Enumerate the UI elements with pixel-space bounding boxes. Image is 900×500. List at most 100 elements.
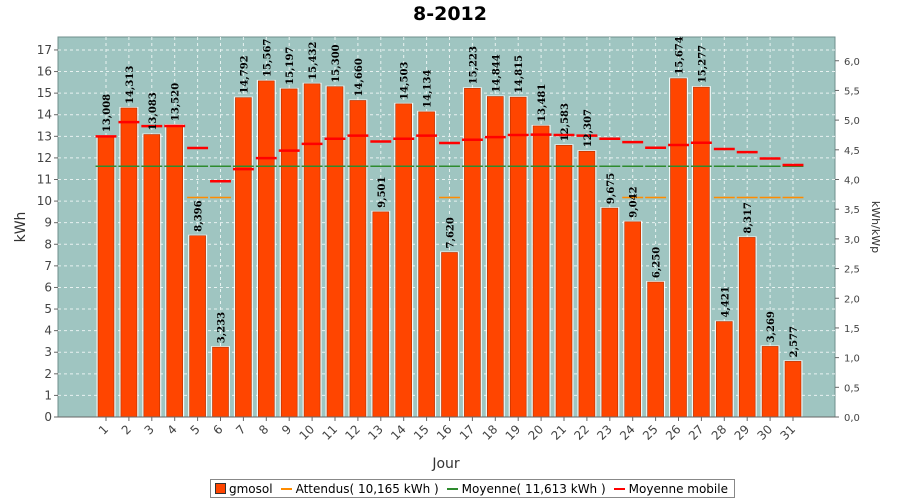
x-tick-label-22: 22	[571, 422, 592, 443]
y2-tick-label-1,0: 1,0	[844, 354, 860, 365]
y2-tick-label-6,0: 6,0	[844, 57, 860, 68]
bar-layer	[96, 77, 803, 418]
legend-swatch-gmosol	[215, 483, 226, 494]
y-tick-label-1: 1	[44, 388, 52, 402]
data-label-day-24: 9,042	[629, 186, 640, 217]
y-tick-label-15: 15	[37, 86, 52, 100]
data-label-day-15: 14,134	[423, 70, 434, 108]
x-tick-label-15: 15	[411, 422, 432, 443]
x-tick-label-13: 13	[365, 422, 386, 443]
y-tick-label-0: 0	[44, 410, 52, 424]
x-tick-label-9: 9	[279, 422, 294, 437]
data-label-day-4: 13,520	[171, 83, 182, 121]
chart-title: 8-2012	[413, 3, 487, 25]
data-label-day-29: 8,317	[743, 202, 754, 233]
y2-tick-label-5,0: 5,0	[844, 116, 860, 127]
x-tick-label-8: 8	[256, 422, 271, 437]
bar-day-24	[624, 221, 642, 418]
bar-day-9	[280, 88, 298, 418]
x-tick-label-23: 23	[594, 422, 615, 443]
legend-swatch-moyenne	[446, 487, 458, 490]
bar-day-23	[601, 207, 619, 418]
x-tick-label-2: 2	[119, 422, 134, 437]
data-label-day-9: 15,197	[285, 47, 296, 85]
bar-day-25	[647, 281, 664, 418]
bar-day-22	[578, 150, 596, 418]
data-label-day-25: 6,250	[652, 247, 663, 278]
x-tick-label-1: 1	[96, 422, 111, 437]
data-label-day-28: 4,421	[720, 286, 731, 317]
y-tick-label-6: 6	[44, 280, 52, 294]
data-label-day-19: 14,815	[514, 55, 525, 93]
y2-tick-label-3,5: 3,5	[844, 205, 860, 216]
data-label-day-1: 13,008	[102, 94, 113, 132]
data-label-day-22: 12,307	[583, 109, 594, 147]
data-label-day-5: 8,396	[194, 200, 205, 231]
legend-label-moyenne-mobile: Moyenne mobile	[628, 481, 728, 496]
bar-day-26	[670, 78, 687, 418]
x-tick-label-6: 6	[210, 422, 225, 437]
bar-day-27	[693, 86, 710, 418]
y-tick-label-2: 2	[44, 367, 52, 381]
bar-day-13	[372, 211, 390, 418]
x-tick-label-30: 30	[755, 422, 776, 443]
legend-label-attendus: Attendus( 10,165 kWh )	[295, 481, 439, 496]
bar-day-17	[464, 88, 481, 418]
x-tick-label-20: 20	[526, 422, 547, 443]
bar-day-6	[212, 346, 229, 418]
y2-tick-label-0,5: 0,5	[844, 383, 860, 394]
legend-item-moyenne: Moyenne( 11,613 kWh )	[446, 481, 606, 496]
x-tick-label-19: 19	[503, 422, 524, 443]
y-tick-label-16: 16	[37, 65, 52, 79]
bar-day-3	[143, 134, 161, 418]
bar-day-10	[303, 83, 321, 418]
data-label-day-23: 9,675	[606, 173, 617, 204]
y2-tick-label-3,0: 3,0	[844, 235, 860, 246]
x-tick-label-31: 31	[777, 422, 798, 443]
y-tick-label-17: 17	[37, 43, 52, 57]
data-label-day-7: 14,792	[239, 55, 250, 93]
y-tick-label-13: 13	[37, 129, 52, 143]
bar-day-19	[509, 96, 527, 418]
bar-day-2	[120, 107, 138, 418]
x-tick-label-27: 27	[686, 422, 707, 443]
data-label-day-11: 15,300	[331, 44, 342, 82]
data-label-day-10: 15,432	[308, 41, 319, 79]
legend-item-attendus: Attendus( 10,165 kWh )	[280, 481, 439, 496]
y2-tick-label-1,5: 1,5	[844, 324, 860, 335]
y-tick-label-11: 11	[37, 173, 52, 187]
y2-tick-label-4,0: 4,0	[844, 176, 860, 187]
x-axis-title: Jour	[431, 456, 460, 472]
x-tick-label-14: 14	[388, 422, 409, 443]
data-label-day-20: 13,481	[537, 84, 548, 122]
x-tick-label-17: 17	[457, 422, 478, 443]
bar-day-28	[715, 321, 733, 418]
y2-tick-label-2,5: 2,5	[844, 265, 860, 276]
bar-day-18	[486, 96, 504, 418]
legend-item-moyenne-mobile: Moyenne mobile	[613, 481, 728, 496]
y-tick-label-14: 14	[37, 108, 52, 122]
line-layer	[95, 120, 804, 199]
y-tick-label-10: 10	[37, 194, 52, 208]
legend-swatch-moyenne-mobile	[613, 487, 625, 490]
legend-item-gmosol: gmosol	[215, 482, 273, 496]
data-label-day-3: 13,083	[148, 92, 159, 130]
data-label-day-16: 7,620	[446, 217, 457, 248]
data-label-day-6: 3,233	[217, 312, 228, 343]
x-tick-label-21: 21	[548, 422, 569, 443]
data-label-day-14: 14,503	[400, 62, 411, 100]
data-label-day-21: 12,583	[560, 103, 571, 141]
legend-swatch-attendus	[280, 487, 292, 490]
bar-day-29	[738, 237, 756, 418]
bar-day-14	[395, 103, 413, 418]
y2-axis-title: kWh/kWp	[869, 201, 882, 253]
legend-label-moyenne: Moyenne( 11,613 kWh )	[461, 481, 606, 496]
legend-label-gmosol: gmosol	[229, 481, 273, 496]
x-tick-label-29: 29	[732, 422, 753, 443]
y2-tick-label-0,0: 0,0	[844, 413, 860, 424]
bar-day-11	[326, 86, 344, 418]
x-tick-label-11: 11	[319, 422, 340, 443]
y-tick-label-4: 4	[44, 324, 52, 338]
data-label-day-27: 15,277	[697, 45, 708, 83]
data-label-day-26: 15,674	[675, 36, 686, 74]
